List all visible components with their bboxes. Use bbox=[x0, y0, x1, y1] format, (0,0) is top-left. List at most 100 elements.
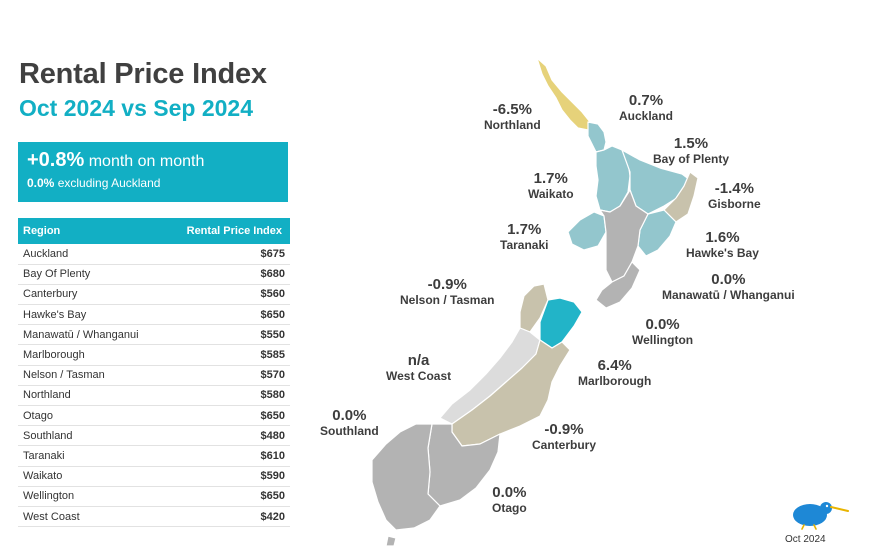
label-southland: 0.0% Southland bbox=[320, 407, 379, 438]
summary-headline-text: month on month bbox=[88, 153, 205, 170]
column-header-rental-price-index: Rental Price Index bbox=[164, 218, 290, 244]
summary-headline: +0.8% month on month bbox=[27, 149, 279, 172]
table-row: Canterbury $560 bbox=[18, 284, 290, 306]
price-cell: $480 bbox=[164, 425, 290, 447]
table-row: Southland $480 bbox=[18, 425, 290, 447]
northland-pct: -6.5% bbox=[492, 101, 532, 118]
region-cell: Nelson / Tasman bbox=[18, 365, 164, 386]
region-cell: Hawke's Bay bbox=[18, 304, 164, 326]
taranaki-name: Taranaki bbox=[500, 238, 549, 252]
region-cell: Waikato bbox=[18, 466, 164, 487]
taranaki-pct: 1.7% bbox=[507, 221, 542, 238]
region-cell: Auckland bbox=[18, 244, 164, 265]
wellington-pct: 0.0% bbox=[645, 316, 680, 333]
table-row: Northland $580 bbox=[18, 385, 290, 407]
footer-date: Oct 2024 bbox=[785, 534, 826, 545]
auckland-pct: 0.7% bbox=[628, 92, 664, 109]
gisborne-pct: -1.4% bbox=[714, 180, 754, 197]
kiwi-bird-icon bbox=[793, 502, 849, 530]
price-cell: $560 bbox=[164, 284, 290, 306]
price-cell: $580 bbox=[164, 385, 290, 407]
table-row: Manawatū / Whanganui $550 bbox=[18, 324, 290, 346]
canterbury-name: Canterbury bbox=[532, 438, 597, 452]
waikato-pct: 1.7% bbox=[533, 170, 568, 187]
region-cell: Wellington bbox=[18, 486, 164, 507]
price-cell: $585 bbox=[164, 344, 290, 366]
table-row: Nelson / Tasman $570 bbox=[18, 365, 290, 386]
label-canterbury: -0.9% Canterbury bbox=[532, 421, 596, 452]
bay-of-plenty-name: Bay of Plenty bbox=[653, 152, 730, 166]
table-row: Taranaki $610 bbox=[18, 445, 290, 467]
price-cell: $590 bbox=[164, 466, 290, 487]
price-cell: $420 bbox=[164, 506, 290, 528]
marlborough-name: Marlborough bbox=[578, 374, 652, 388]
price-cell: $570 bbox=[164, 365, 290, 386]
auckland-name: Auckland bbox=[619, 109, 674, 123]
column-header-region: Region bbox=[18, 218, 164, 244]
label-gisborne: -1.4% Gisborne bbox=[708, 180, 761, 211]
table-row: West Coast $420 bbox=[18, 506, 290, 528]
label-northland: -6.5% Northland bbox=[484, 101, 541, 132]
summary-headline-value: +0.8% bbox=[27, 149, 85, 171]
canterbury-pct: -0.9% bbox=[544, 421, 584, 438]
table-row: Hawke's Bay $650 bbox=[18, 304, 290, 326]
southland-pct: 0.0% bbox=[332, 407, 367, 424]
marlborough-pct: 6.4% bbox=[597, 357, 632, 374]
price-cell: $675 bbox=[164, 244, 290, 265]
label-hawkes-bay: 1.6% Hawke's Bay bbox=[686, 229, 759, 260]
manawatu-name: Manawatū / Whanganui bbox=[662, 288, 795, 302]
summary-sub-text: excluding Auckland bbox=[57, 176, 161, 190]
table-row: Wellington $650 bbox=[18, 486, 290, 507]
region-cell: Taranaki bbox=[18, 445, 164, 467]
price-cell: $680 bbox=[164, 264, 290, 285]
price-cell: $650 bbox=[164, 304, 290, 326]
price-cell: $650 bbox=[164, 405, 290, 427]
waikato-name: Waikato bbox=[528, 187, 574, 201]
region-cell: West Coast bbox=[18, 506, 164, 528]
price-cell: $650 bbox=[164, 486, 290, 507]
wellington-name: Wellington bbox=[632, 333, 694, 347]
region-auckland bbox=[587, 121, 607, 153]
label-nelson-tasman: -0.9% Nelson / Tasman bbox=[400, 276, 494, 307]
label-taranaki: 1.7% Taranaki bbox=[500, 221, 548, 252]
label-bay-of-plenty: 1.5% Bay of Plenty bbox=[653, 135, 729, 166]
nz-region-map bbox=[371, 57, 699, 547]
otago-pct: 0.0% bbox=[492, 484, 527, 501]
southland-name: Southland bbox=[320, 424, 379, 438]
region-nelson-tasman bbox=[519, 283, 549, 333]
gisborne-name: Gisborne bbox=[708, 197, 761, 211]
region-cell: Manawatū / Whanganui bbox=[18, 324, 164, 346]
region-southland bbox=[371, 423, 441, 531]
nelson-pct: -0.9% bbox=[427, 276, 467, 293]
region-bay-of-plenty bbox=[621, 149, 691, 215]
region-cell: Northland bbox=[18, 385, 164, 407]
otago-name: Otago bbox=[492, 501, 527, 515]
summary-sub-value: 0.0% bbox=[27, 176, 55, 190]
region-marlborough bbox=[539, 297, 583, 349]
region-cell: Southland bbox=[18, 425, 164, 447]
summary-subline: 0.0% excluding Auckland bbox=[27, 176, 279, 190]
region-cell: Canterbury bbox=[18, 284, 164, 306]
region-cell: Otago bbox=[18, 405, 164, 427]
manawatu-pct: 0.0% bbox=[711, 271, 746, 288]
northland-name: Northland bbox=[484, 118, 541, 132]
rental-price-table: Region Rental Price Index Auckland $675 B… bbox=[18, 218, 290, 528]
price-cell: $550 bbox=[164, 324, 290, 346]
table-row: Otago $650 bbox=[18, 405, 290, 427]
region-wellington bbox=[595, 261, 641, 309]
label-auckland: 0.7% Auckland bbox=[619, 92, 673, 123]
page-subtitle: Oct 2024 vs Sep 2024 bbox=[19, 95, 253, 121]
label-manawatu-whanganui: 0.0% Manawatū / Whanganui bbox=[662, 271, 795, 302]
region-stewart-island bbox=[385, 535, 397, 547]
region-taranaki bbox=[567, 211, 607, 251]
summary-box: +0.8% month on month 0.0% excluding Auck… bbox=[18, 142, 288, 202]
west-coast-name: West Coast bbox=[386, 369, 452, 383]
region-manawatu-whanganui bbox=[599, 189, 649, 283]
label-west-coast: n/a West Coast bbox=[386, 352, 451, 383]
table-header-row: Region Rental Price Index bbox=[18, 218, 290, 244]
price-cell: $610 bbox=[164, 445, 290, 467]
label-marlborough: 6.4% Marlborough bbox=[578, 357, 651, 388]
bay-of-plenty-pct: 1.5% bbox=[673, 135, 709, 152]
label-wellington: 0.0% Wellington bbox=[632, 316, 693, 347]
label-otago: 0.0% Otago bbox=[492, 484, 527, 515]
